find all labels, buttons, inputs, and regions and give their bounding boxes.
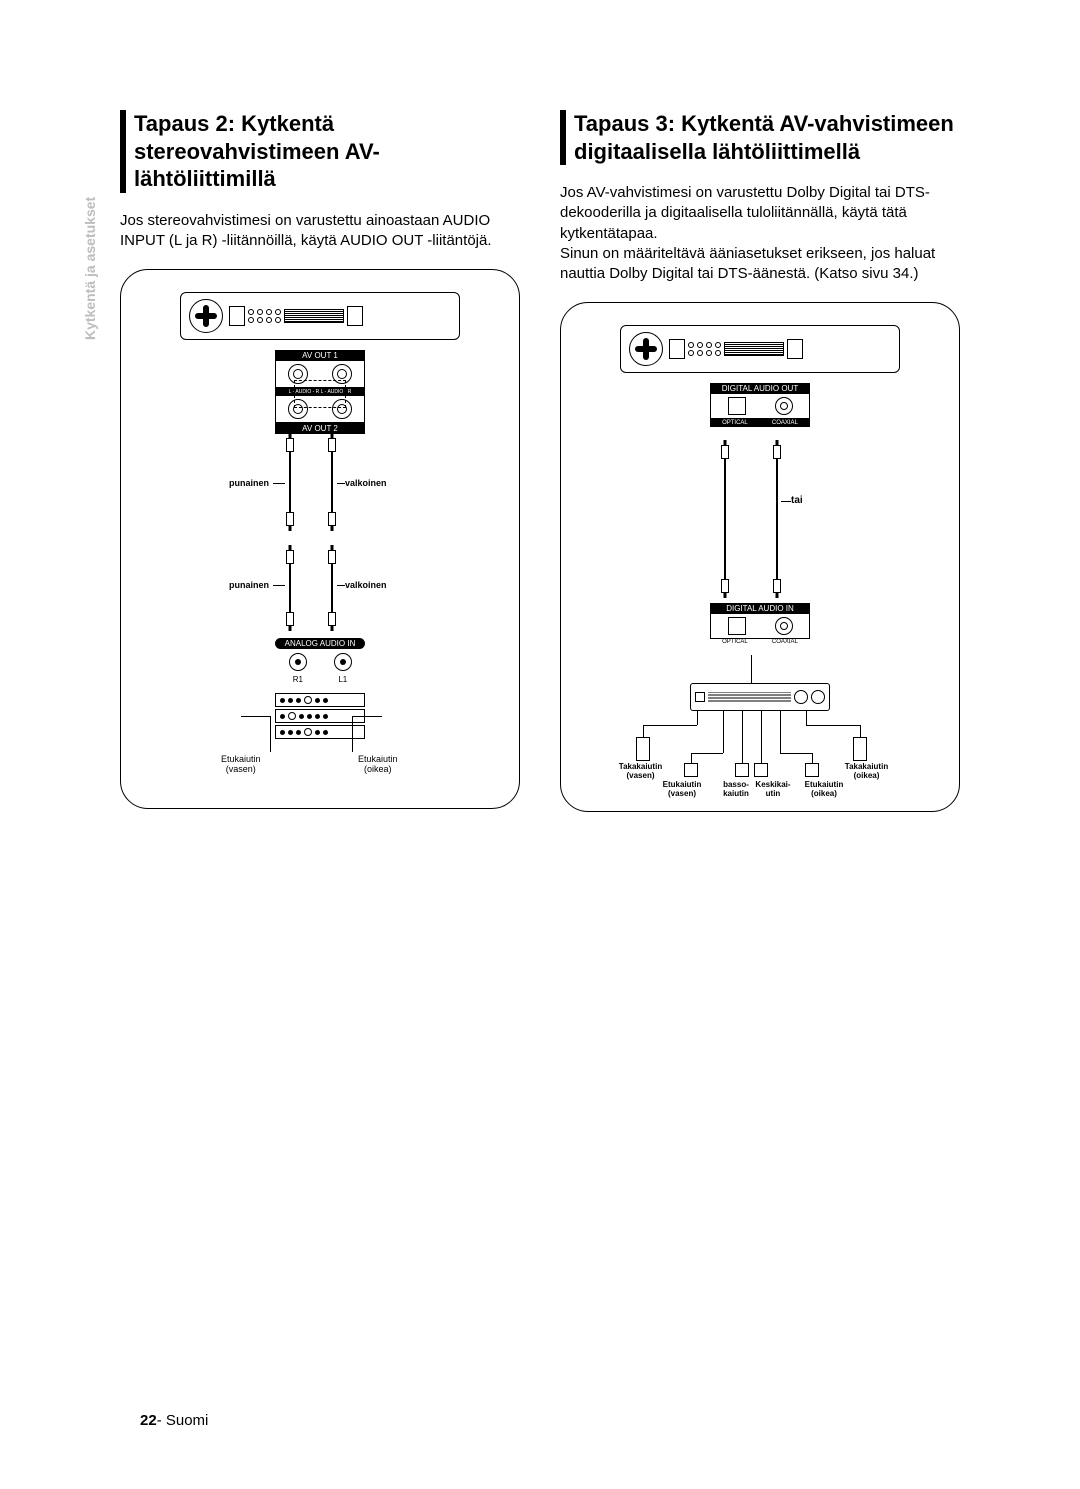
cable-icon <box>724 459 726 579</box>
label-red: punainen <box>229 478 269 488</box>
fan-icon <box>629 332 663 366</box>
fan-icon <box>189 299 223 333</box>
heading-bar-icon <box>560 110 566 165</box>
rca-plug-icon <box>286 550 294 564</box>
coaxial-jack-icon <box>775 617 793 635</box>
rear-left-label: Takakaiutin(vasen) <box>613 763 668 780</box>
cable-icon <box>289 564 291 612</box>
dvd-recorder-back-icon <box>620 325 900 373</box>
rca-jack-icon <box>334 653 352 671</box>
heading-case2: Tapaus 2: Kytkentä stereovahvistimeen AV… <box>120 110 520 193</box>
cable-icon <box>289 452 291 512</box>
coaxial-sublabel: COAXIAL <box>772 420 798 426</box>
diagram-case3: DIGITAL AUDIO OUT OPTICAL COAXIAL <box>560 302 960 812</box>
rca-plug-icon <box>328 512 336 526</box>
digital-audio-out-panel: DIGITAL AUDIO OUT OPTICAL COAXIAL <box>710 383 810 427</box>
rca-jack-icon <box>289 653 307 671</box>
page-number: 22- Suomi <box>140 1412 208 1429</box>
speaker-icon <box>636 737 650 761</box>
front-left-label: Etukaiutin(vasen) <box>657 781 707 798</box>
av-out1-label: AV OUT 1 <box>275 350 365 361</box>
body-text-case2: Jos stereovahvistimesi on varustettu ain… <box>120 211 520 252</box>
side-tab-label: Kytkentä ja asetukset <box>82 197 98 340</box>
heading-bar-icon <box>120 110 126 193</box>
rca-plug-icon <box>328 550 336 564</box>
heading-text: Tapaus 2: Kytkentä stereovahvistimeen AV… <box>134 110 520 193</box>
sub-label: basso-kaiutin <box>719 781 753 798</box>
coaxial-jack-icon <box>775 397 793 415</box>
rca-plug-icon <box>328 612 336 626</box>
body-text-case3: Jos AV-vahvistimesi on varustettu Dolby … <box>560 183 960 284</box>
rca-plug-icon <box>286 438 294 452</box>
dvd-recorder-back-icon <box>180 292 460 340</box>
column-left: Tapaus 2: Kytkentä stereovahvistimeen AV… <box>120 110 520 812</box>
center-label: Keskikai-utin <box>753 781 793 798</box>
digital-audio-in-panel: DIGITAL AUDIO IN OPTICAL COAXIAL <box>710 603 810 645</box>
cable-icon <box>776 459 778 579</box>
label-white: valkoinen <box>345 580 387 590</box>
r1-label: R1 <box>293 675 303 684</box>
cable-icon <box>331 564 333 612</box>
front-left-speaker-label: Etukaiutin(vasen) <box>221 755 261 775</box>
rca-plug-icon <box>328 438 336 452</box>
optical-plug-icon <box>721 579 729 593</box>
optical-plug-icon <box>721 445 729 459</box>
speaker-icon <box>853 737 867 761</box>
cable-icon <box>331 452 333 512</box>
coax-plug-icon <box>773 579 781 593</box>
heading-case3: Tapaus 3: Kytkentä AV-vahvistimeen digit… <box>560 110 960 165</box>
speaker-icon <box>805 763 819 777</box>
diagram-case2: AV OUT 1 L - AUDIO - R L - AUDIO - R AV … <box>120 269 520 809</box>
rear-right-label: Takakaiutin(oikea) <box>839 763 894 780</box>
heading-text: Tapaus 3: Kytkentä AV-vahvistimeen digit… <box>574 110 960 165</box>
speaker-icon <box>754 763 768 777</box>
label-white: valkoinen <box>345 478 387 488</box>
coaxial-sublabel: COAXIAL <box>772 639 798 645</box>
speaker-icon <box>684 763 698 777</box>
digital-out-label: DIGITAL AUDIO OUT <box>710 383 810 394</box>
analog-audio-in-panel: ANALOG AUDIO IN R1 L1 <box>275 638 365 684</box>
page-lang: - Suomi <box>157 1412 209 1429</box>
coax-plug-icon <box>773 445 781 459</box>
front-right-speaker-label: Etukaiutin(oikea) <box>358 755 398 775</box>
speaker-icon <box>735 763 749 777</box>
optical-sublabel: OPTICAL <box>722 639 748 645</box>
label-red: punainen <box>229 580 269 590</box>
front-right-label: Etukaiutin(oikea) <box>799 781 849 798</box>
optical-sublabel: OPTICAL <box>722 420 748 426</box>
digital-in-label: DIGITAL AUDIO IN <box>710 603 810 614</box>
rca-plug-icon <box>286 612 294 626</box>
column-right: Tapaus 3: Kytkentä AV-vahvistimeen digit… <box>560 110 960 812</box>
dotted-selection-icon <box>294 380 346 408</box>
analog-in-label: ANALOG AUDIO IN <box>275 638 365 649</box>
tai-label: tai <box>791 495 803 506</box>
av-amplifier-icon <box>690 683 830 711</box>
page-number-value: 22 <box>140 1412 157 1429</box>
l1-label: L1 <box>338 675 347 684</box>
optical-jack-icon <box>728 397 746 415</box>
rca-plug-icon <box>286 512 294 526</box>
optical-jack-icon <box>728 617 746 635</box>
